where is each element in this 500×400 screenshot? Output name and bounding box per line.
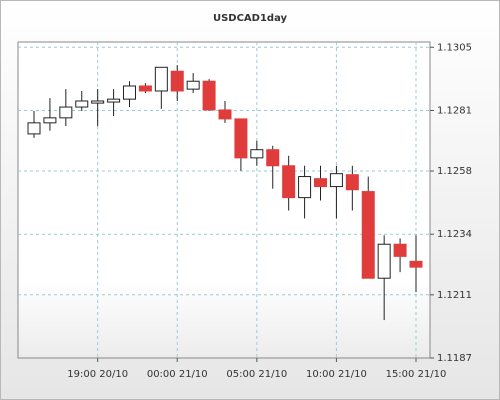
x-tick-label: 15:00 21/10 xyxy=(386,369,447,380)
candle-body xyxy=(138,85,152,92)
y-tick-label: 1.1258 xyxy=(437,166,472,177)
candle-body xyxy=(409,260,423,268)
candle-body xyxy=(377,243,391,279)
candle-body xyxy=(218,109,232,120)
candle-body xyxy=(234,118,248,159)
y-tick-label: 1.1305 xyxy=(437,42,472,53)
candle-body xyxy=(123,85,136,100)
y-tick-label: 1.1187 xyxy=(437,353,472,364)
x-tick-label: 10:00 21/10 xyxy=(306,369,367,380)
candle-body xyxy=(91,100,105,104)
candle-body xyxy=(154,66,168,92)
candle-body xyxy=(282,165,296,199)
candle-body xyxy=(361,191,375,279)
plot-area xyxy=(17,41,431,359)
x-tick-label: 00:00 21/10 xyxy=(147,369,208,380)
candle-body xyxy=(107,98,121,103)
y-tick-label: 1.1281 xyxy=(437,105,472,116)
candle-body xyxy=(27,122,41,135)
chart-title: USDCAD1day xyxy=(213,13,288,24)
candle-body xyxy=(345,174,359,191)
candle-body xyxy=(266,149,280,167)
x-tick-label: 19:00 20/10 xyxy=(67,369,128,380)
candle-body xyxy=(186,80,200,90)
candle-body xyxy=(43,117,57,124)
y-tick-label: 1.1211 xyxy=(437,290,472,301)
candle-body xyxy=(393,243,407,257)
candle-body xyxy=(314,178,327,188)
y-tick-label: 1.1234 xyxy=(437,229,472,240)
candle-body xyxy=(202,80,216,111)
candle-body xyxy=(329,173,343,188)
candle-body xyxy=(170,70,184,92)
candle-body xyxy=(298,176,312,199)
candle-body xyxy=(75,100,89,108)
candle-body xyxy=(59,106,73,119)
x-tick-label: 05:00 21/10 xyxy=(226,369,287,380)
candle-body xyxy=(250,149,264,159)
